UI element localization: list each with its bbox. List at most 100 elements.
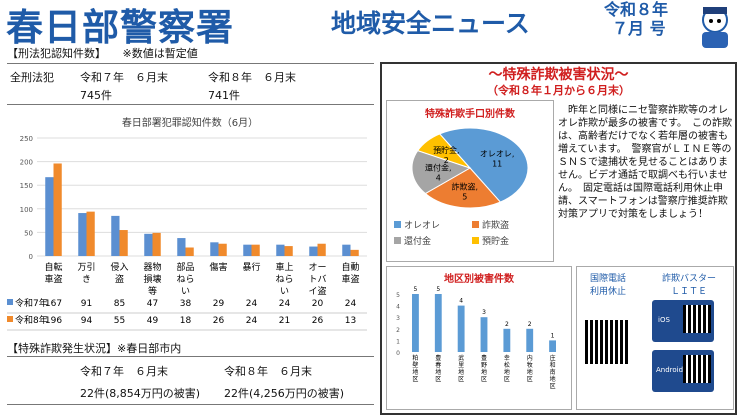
y-tick-label: 0 — [29, 253, 33, 261]
bar — [53, 163, 62, 256]
bar — [317, 243, 326, 256]
y-tick-label: 200 — [20, 159, 33, 167]
y-tick-label: 0 — [396, 350, 400, 357]
x-tick-label: 豊春地区 — [435, 354, 441, 383]
x-tick-label: 車上ねらい — [275, 261, 293, 297]
x-tick-label: オートバイ盗 — [308, 262, 326, 297]
legend-swatch — [394, 221, 401, 228]
legend-label: 令和8年 — [15, 314, 48, 326]
crime-bar-chart: 春日部署犯罪認知件数（6月） 0 50 100 150 200 250 自転車盗万引き侵入盗器… — [7, 116, 367, 331]
bar — [152, 232, 161, 256]
data-label: 1 — [551, 332, 555, 339]
bar — [78, 213, 87, 256]
y-tick-label: 150 — [20, 182, 33, 190]
legend-label: 預貯金 — [482, 235, 509, 247]
legend-label: 詐欺盗 — [482, 219, 509, 231]
page-title: 春日部警察署 — [6, 6, 234, 49]
pie-value: 4 — [436, 174, 441, 183]
bar — [86, 211, 95, 256]
data-label: 4 — [459, 298, 463, 305]
legend-label: オレオレ — [404, 220, 440, 231]
x-tick-label: 武里地区 — [458, 354, 464, 383]
pie-value: 11 — [492, 160, 502, 169]
table-cell: 91 — [81, 299, 92, 309]
pie-label: 還付金, — [425, 163, 452, 173]
android-qr-icon[interactable] — [683, 355, 711, 383]
x-tick-label: 傷害 — [209, 261, 227, 273]
bar — [526, 328, 534, 352]
legend-swatch — [7, 316, 13, 322]
chart-title: 春日部署犯罪認知件数（6月） — [122, 116, 258, 129]
table-cell: 94 — [81, 316, 93, 326]
legend-label: 還付金 — [404, 235, 431, 247]
fraud-curr-period: 令和８年 ６月末 — [224, 365, 312, 378]
table-cell: 13 — [345, 316, 356, 326]
y-tick-label: 3 — [396, 315, 400, 322]
apps-box — [576, 266, 734, 410]
bar — [218, 243, 227, 256]
pie-value: 2 — [444, 156, 449, 165]
y-tick-label: 1 — [396, 338, 400, 345]
table-cell: 29 — [213, 299, 225, 309]
data-label: 3 — [482, 309, 486, 316]
table-cell: 196 — [45, 316, 62, 326]
legend-label: 令和7年 — [15, 297, 48, 309]
data-label: 5 — [414, 286, 418, 293]
fraud-period: （令和８年１月から６月末） — [487, 84, 630, 97]
section2-heading: 【特殊詐欺発生状況】※春日部市内 — [7, 342, 182, 355]
bar — [434, 294, 442, 352]
police-mascot-icon — [702, 7, 728, 48]
pie-label: 詐欺盗, — [452, 182, 479, 192]
page-subtitle: 地域安全ニュース — [331, 9, 530, 38]
bar — [480, 317, 488, 352]
legend-swatch — [472, 221, 479, 228]
bar — [549, 340, 556, 352]
legend-swatch — [394, 237, 401, 244]
ios-qr-icon[interactable] — [683, 305, 711, 333]
pie-slice — [424, 167, 502, 209]
data-label: 5 — [436, 286, 440, 293]
prev-value: 745件 — [80, 89, 112, 102]
x-tick-label: 内牧地区 — [527, 354, 533, 383]
x-tick-label: 豊野地区 — [481, 354, 487, 383]
pie-box — [386, 100, 554, 262]
curr-period: 令和８年 ６月末 — [208, 71, 296, 84]
table-cell: 24 — [279, 299, 291, 309]
bar — [210, 242, 219, 256]
fraud-panel — [380, 62, 737, 415]
x-tick-label: 万引き — [77, 262, 95, 285]
bar — [412, 294, 419, 352]
bar — [276, 244, 285, 256]
district-bar-chart: 0 1 2 3 4 5 5 粕壁地区 5 豊春地区 4 武里地区 3 豊野地区 2 幸松地区 2 内牧地区 1 庄和南… — [396, 286, 556, 390]
y-tick-label: 50 — [24, 229, 33, 237]
legend-swatch — [7, 299, 13, 305]
table-cell: 24 — [345, 299, 357, 309]
y-tick-label: 5 — [396, 292, 400, 299]
data-label: 2 — [505, 321, 509, 328]
table-cell: 167 — [45, 299, 62, 309]
y-tick-label: 250 — [20, 135, 33, 143]
y-tick-label: 100 — [20, 206, 33, 214]
table-cell: 21 — [279, 316, 290, 326]
section1-heading: 【刑法犯認知件数】 ※数値は暫定値 — [7, 47, 198, 60]
table-cell: 85 — [114, 299, 125, 309]
table-cell: 20 — [312, 299, 324, 309]
total-crime-label: 全刑法犯 — [10, 71, 54, 84]
data-label: 2 — [528, 321, 532, 328]
pie-title: 特殊詐欺手口別件数 — [425, 109, 515, 120]
table-cell: 38 — [180, 299, 192, 309]
table-cell: 26 — [312, 316, 324, 326]
bar — [350, 249, 359, 256]
bar — [111, 215, 120, 256]
curr-value: 741件 — [208, 89, 240, 102]
table-cell: 49 — [147, 316, 159, 326]
table-cell: 55 — [114, 316, 125, 326]
fraud-heading: 〜特殊詐欺被害状況〜 — [488, 67, 629, 83]
x-tick-label: 自転車盗 — [44, 261, 62, 285]
intl-call-qr-icon[interactable] — [585, 320, 629, 364]
district-title: 地区別被害件数 — [444, 274, 514, 285]
x-tick-label: 幸松地区 — [504, 354, 510, 383]
intl-call-label: 国際電話 利用休止 — [589, 274, 626, 297]
table-cell: 26 — [213, 316, 225, 326]
x-tick-label: 器物損壊等 — [143, 261, 161, 297]
